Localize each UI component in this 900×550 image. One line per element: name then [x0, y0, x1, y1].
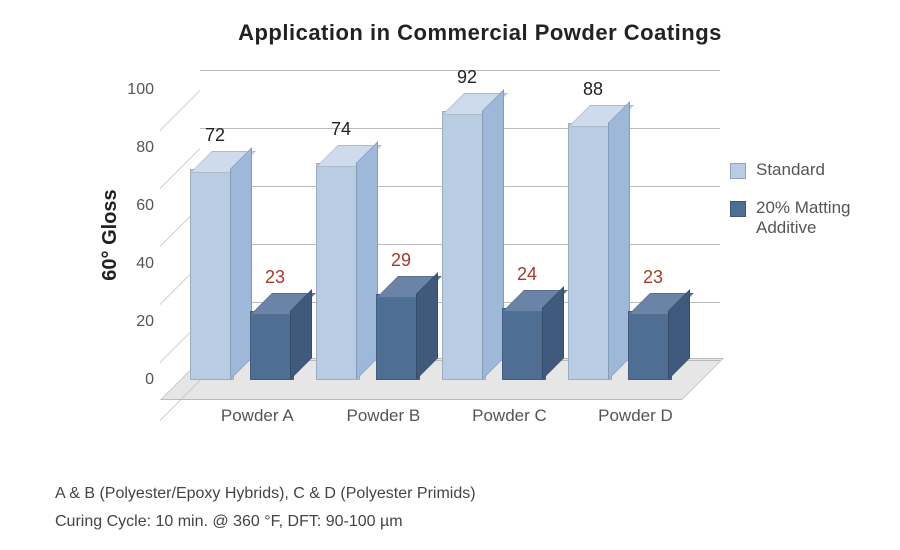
legend-label: 20% Matting Additive: [756, 198, 900, 238]
plot-area: 60° Gloss 0204060801007223Powder A7429Po…: [160, 70, 680, 400]
chart-title: Application in Commercial Powder Coating…: [100, 20, 860, 46]
bar-front: [502, 308, 546, 380]
chart-footer: A & B (Polyester/Epoxy Hybrids), C & D (…: [55, 480, 476, 536]
bar-front: [442, 111, 486, 380]
bar: 23: [250, 313, 292, 380]
bar-group: 8823Powder D: [568, 70, 688, 400]
footer-line-2: Curing Cycle: 10 min. @ 360 °F, DFT: 90-…: [55, 508, 476, 536]
bar-value-label: 23: [265, 267, 285, 288]
bar-front: [628, 311, 672, 380]
bar: 29: [376, 296, 418, 380]
bar-side: [356, 141, 378, 380]
bar-group: 9224Powder C: [442, 70, 562, 400]
bar-group: 7429Powder B: [316, 70, 436, 400]
bar-value-label: 74: [331, 119, 351, 140]
category-label: Powder D: [598, 406, 673, 426]
legend-item: 20% Matting Additive: [730, 198, 900, 238]
category-label: Powder B: [347, 406, 421, 426]
category-label: Powder A: [221, 406, 294, 426]
bar: 72: [190, 171, 232, 380]
bar-value-label: 72: [205, 125, 225, 146]
bar-front: [316, 163, 360, 380]
bar: 88: [568, 125, 610, 380]
y-tick-label: 0: [145, 371, 154, 389]
bar-front: [250, 311, 294, 380]
y-tick-label: 80: [136, 139, 154, 157]
bar: 23: [628, 313, 670, 380]
chart-container: Application in Commercial Powder Coating…: [40, 10, 860, 480]
bar-value-label: 24: [517, 264, 537, 285]
legend-item: Standard: [730, 160, 900, 180]
bar-front: [190, 169, 234, 380]
bar-value-label: 23: [643, 267, 663, 288]
bar: 24: [502, 310, 544, 380]
bar-value-label: 29: [391, 250, 411, 271]
bar: 92: [442, 113, 484, 380]
y-axis-label: 60° Gloss: [99, 189, 122, 280]
y-tick-label: 60: [136, 197, 154, 215]
footer-line-1: A & B (Polyester/Epoxy Hybrids), C & D (…: [55, 480, 476, 508]
bar-group: 7223Powder A: [190, 70, 310, 400]
legend: Standard 20% Matting Additive: [730, 160, 900, 256]
bar-side: [608, 101, 630, 380]
bar: 74: [316, 165, 358, 380]
bar-value-label: 88: [583, 79, 603, 100]
bar-value-label: 92: [457, 67, 477, 88]
legend-label: Standard: [756, 160, 825, 180]
y-tick-label: 20: [136, 313, 154, 331]
y-tick-label: 100: [127, 81, 154, 99]
legend-swatch: [730, 163, 746, 179]
y-tick-label: 40: [136, 255, 154, 273]
bar-front: [376, 294, 420, 380]
bar-side: [230, 147, 252, 380]
legend-swatch: [730, 201, 746, 217]
bar-front: [568, 123, 612, 380]
category-label: Powder C: [472, 406, 547, 426]
bar-side: [482, 89, 504, 380]
